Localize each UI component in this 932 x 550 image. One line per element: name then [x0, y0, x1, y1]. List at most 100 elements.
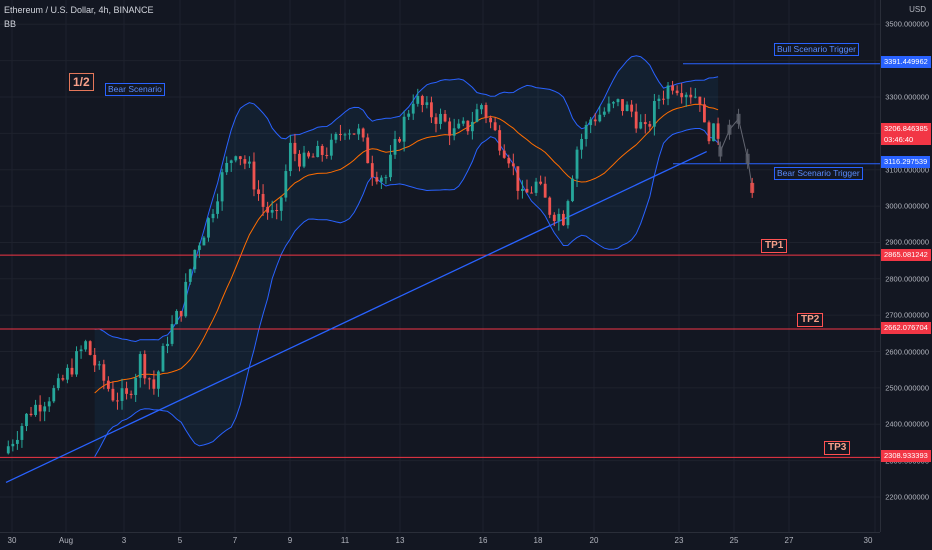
- bull-trigger-label: Bull Scenario Trigger: [774, 43, 859, 56]
- candle-body: [188, 269, 192, 282]
- candle-body: [43, 406, 47, 412]
- candle-body: [493, 122, 497, 131]
- time-label: 23: [674, 536, 684, 545]
- candle-body: [225, 162, 229, 173]
- candle-body: [34, 404, 37, 415]
- projection-path: [717, 108, 755, 198]
- candle-body: [357, 128, 361, 135]
- candle-body: [307, 152, 310, 157]
- candle-body: [384, 177, 388, 179]
- time-axis[interactable]: 30 Aug 3 5 7 9 11 13 16 18 20 23 25 27 30: [0, 532, 880, 550]
- candle-body: [466, 120, 470, 132]
- candle-body: [630, 104, 634, 112]
- candle-body: [693, 96, 697, 98]
- candle-body: [589, 119, 593, 126]
- candle-body: [197, 245, 201, 250]
- bear-trigger-price-tag: 3116.297539: [881, 156, 931, 168]
- time-label: 30: [863, 536, 873, 545]
- candle-body: [389, 154, 392, 178]
- candle-body: [616, 99, 620, 103]
- candle-body: [643, 122, 647, 125]
- candle-body: [207, 218, 210, 238]
- time-label: 3: [121, 536, 127, 545]
- candle-body: [484, 105, 488, 118]
- candle-body: [93, 354, 97, 366]
- candle-body: [366, 137, 370, 164]
- candle-body: [266, 206, 270, 213]
- time-label: 7: [232, 536, 238, 545]
- candle-body: [648, 124, 652, 127]
- candle-body: [320, 145, 324, 155]
- candle-body: [252, 161, 256, 190]
- candle-body: [698, 96, 702, 105]
- candle-body: [548, 197, 552, 215]
- candle-body: [598, 114, 602, 122]
- time-label: 20: [589, 536, 599, 545]
- price-chart[interactable]: [0, 0, 880, 532]
- candle-body: [47, 401, 51, 407]
- candle-body: [134, 377, 138, 395]
- projection-body: [750, 182, 755, 193]
- candle-body: [634, 111, 638, 129]
- candle-body: [571, 178, 574, 202]
- candle-body: [639, 122, 643, 129]
- candle-body: [125, 388, 128, 394]
- candle-body: [680, 93, 684, 98]
- time-label: 27: [784, 536, 794, 545]
- candle-body: [120, 388, 124, 401]
- candle-body: [566, 201, 570, 226]
- projection-body: [745, 153, 750, 164]
- candle-body: [393, 138, 397, 155]
- price-label: 2600.000000: [885, 347, 929, 357]
- symbol-title: Ethereum / U.S. Dollar, 4h, BINANCE: [4, 5, 154, 15]
- candle-body: [143, 354, 147, 379]
- candle-body: [216, 201, 219, 214]
- candle-body: [703, 104, 706, 123]
- tp1-label: TP1: [761, 239, 788, 253]
- candle-body: [329, 139, 333, 156]
- candle-body: [502, 150, 506, 158]
- candle-body: [179, 310, 183, 317]
- candle-body: [434, 117, 438, 124]
- candle-body: [543, 183, 547, 198]
- time-label: 18: [533, 536, 543, 545]
- candle-body: [712, 123, 715, 142]
- candle-body: [425, 102, 429, 105]
- candle-body: [352, 133, 356, 135]
- candle-body: [621, 99, 624, 112]
- candle-body: [61, 378, 65, 380]
- candle-body: [106, 380, 110, 389]
- indicator-label[interactable]: BB: [4, 19, 17, 29]
- candle-body: [152, 379, 156, 389]
- candle-body: [257, 189, 260, 194]
- projection-line: [717, 117, 753, 188]
- price-label: 2700.000000: [885, 310, 929, 320]
- price-axis[interactable]: USD 3500.0000003400.0000003300.000000320…: [880, 0, 932, 532]
- candle-body: [612, 102, 615, 104]
- tp2-label: TP2: [797, 313, 824, 327]
- candle-body: [6, 446, 10, 454]
- candle-body: [20, 426, 24, 440]
- price-label: 3100.000000: [885, 165, 929, 175]
- candle-body: [689, 94, 693, 98]
- lower-band: [94, 128, 719, 457]
- candle-body: [220, 172, 224, 202]
- candle-body: [675, 90, 679, 94]
- candle-body: [38, 404, 42, 412]
- projection-body: [718, 146, 723, 157]
- tp1-price-tag: 2865.081242: [881, 249, 931, 261]
- candle-body: [29, 413, 33, 415]
- candle-body: [243, 159, 247, 164]
- price-label: 3300.000000: [885, 92, 929, 102]
- price-label: 2400.000000: [885, 419, 929, 429]
- candle-body: [430, 102, 433, 118]
- candle-body: [75, 351, 78, 375]
- candle-body: [325, 154, 329, 156]
- candle-body: [170, 324, 174, 344]
- candle-body: [70, 367, 74, 375]
- candle-body: [284, 171, 288, 198]
- candle-body: [15, 439, 19, 444]
- candle-body: [602, 111, 606, 115]
- candle-body: [211, 213, 215, 219]
- tp2-price-tag: 2662.076704: [881, 322, 931, 334]
